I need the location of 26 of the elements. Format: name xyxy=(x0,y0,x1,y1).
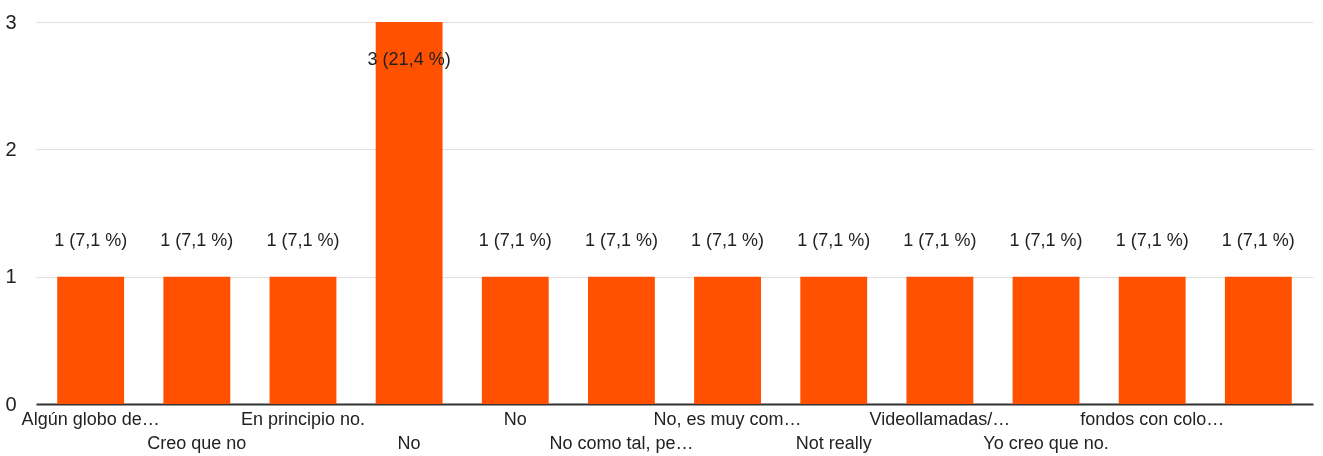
y-tick-label: 0 xyxy=(5,392,17,415)
data-label: 1 (7,1 %) xyxy=(1009,229,1083,250)
data-label: 1 (7,1 %) xyxy=(160,229,234,250)
data-label: 1 (7,1 %) xyxy=(903,229,977,250)
x-tick-label: Algún globo de… xyxy=(21,408,160,429)
y-tick-label: 1 xyxy=(5,265,17,288)
data-label: 1 (7,1 %) xyxy=(1115,229,1189,250)
y-tick-label: 2 xyxy=(5,137,17,160)
x-tick-label: No, es muy com… xyxy=(653,408,802,429)
data-label: 1 (7,1 %) xyxy=(266,229,340,250)
y-tick-label: 3 xyxy=(5,10,17,33)
x-tick-label: Videollamadas/… xyxy=(869,408,1011,429)
data-label: 1 (7,1 %) xyxy=(1221,229,1295,250)
data-label: 1 (7,1 %) xyxy=(797,229,871,250)
x-tick-label: No xyxy=(397,432,421,453)
data-label: 1 (7,1 %) xyxy=(478,229,552,250)
x-tick-label: No xyxy=(503,408,527,429)
data-label: 1 (7,1 %) xyxy=(691,229,765,250)
data-label: 1 (7,1 %) xyxy=(54,229,128,250)
x-tick-label: Yo creo que no. xyxy=(983,432,1109,453)
x-tick-label: No como tal, pe… xyxy=(549,432,694,453)
x-tick-label: Creo que no xyxy=(147,432,247,453)
x-tick-label: fondos con colo… xyxy=(1080,408,1225,429)
x-tick-label: En principio no. xyxy=(240,408,366,429)
x-tick-label: Not really xyxy=(795,432,872,453)
data-label: 1 (7,1 %) xyxy=(584,229,658,250)
